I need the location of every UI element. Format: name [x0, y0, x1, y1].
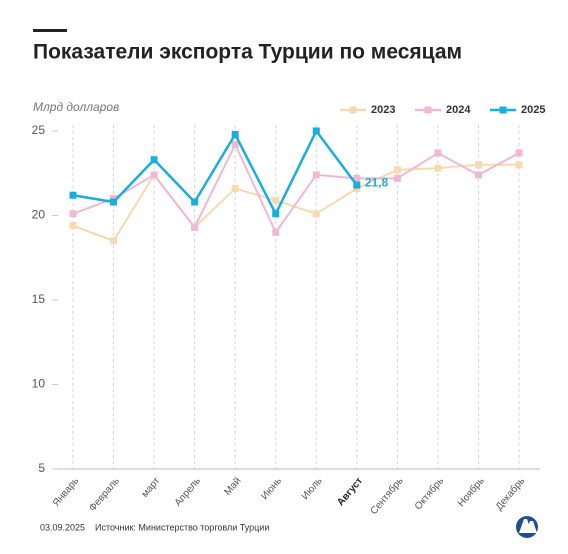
point-marker — [434, 164, 442, 172]
point-marker — [272, 228, 280, 236]
point-marker — [110, 237, 118, 245]
point-marker — [515, 161, 523, 169]
point-marker — [272, 210, 280, 218]
series-line — [72, 163, 519, 243]
point-marker — [231, 130, 239, 138]
chart-title: Показатели экспорта Турции по месяцам — [33, 41, 462, 64]
y-axis-label: Млрд долларов — [33, 100, 119, 114]
point-marker — [191, 223, 199, 231]
point-marker — [474, 171, 482, 179]
point-marker — [353, 181, 361, 189]
y-tick-label: 10 — [32, 377, 46, 391]
series-line — [72, 128, 358, 217]
point-marker — [191, 198, 199, 206]
y-tick-label: 15 — [32, 292, 46, 306]
point-marker — [353, 174, 361, 182]
legend-label: 2024 — [446, 104, 471, 116]
point-marker — [69, 210, 77, 218]
point-marker — [312, 127, 320, 135]
y-tick-label: 25 — [32, 123, 46, 137]
point-marker — [312, 210, 320, 218]
data-label: 21,8 — [365, 175, 389, 189]
series-line — [72, 142, 520, 235]
point-marker — [231, 184, 239, 192]
y-tick-label: 5 — [38, 461, 45, 475]
legend-marker — [424, 106, 432, 114]
title-bar — [33, 29, 67, 32]
point-marker — [312, 171, 320, 179]
point-marker — [69, 222, 77, 230]
point-marker — [110, 198, 118, 206]
legend-label: 2023 — [371, 104, 395, 116]
legend-label: 2025 — [521, 104, 545, 116]
point-marker — [272, 196, 280, 204]
point-marker — [474, 161, 482, 169]
point-marker — [69, 191, 77, 199]
logo — [516, 516, 538, 538]
point-marker — [515, 149, 523, 157]
source: Источник: Министерство торговли Турции — [95, 522, 269, 532]
y-tick-label: 20 — [32, 208, 46, 222]
point-marker — [150, 156, 158, 164]
point-marker — [393, 174, 401, 182]
legend-marker — [349, 106, 357, 114]
date: 03.09.2025 — [40, 522, 85, 532]
point-marker — [150, 171, 158, 179]
point-marker — [434, 149, 442, 157]
point-marker — [231, 141, 239, 149]
legend-marker — [499, 106, 507, 114]
point-marker — [393, 166, 401, 174]
